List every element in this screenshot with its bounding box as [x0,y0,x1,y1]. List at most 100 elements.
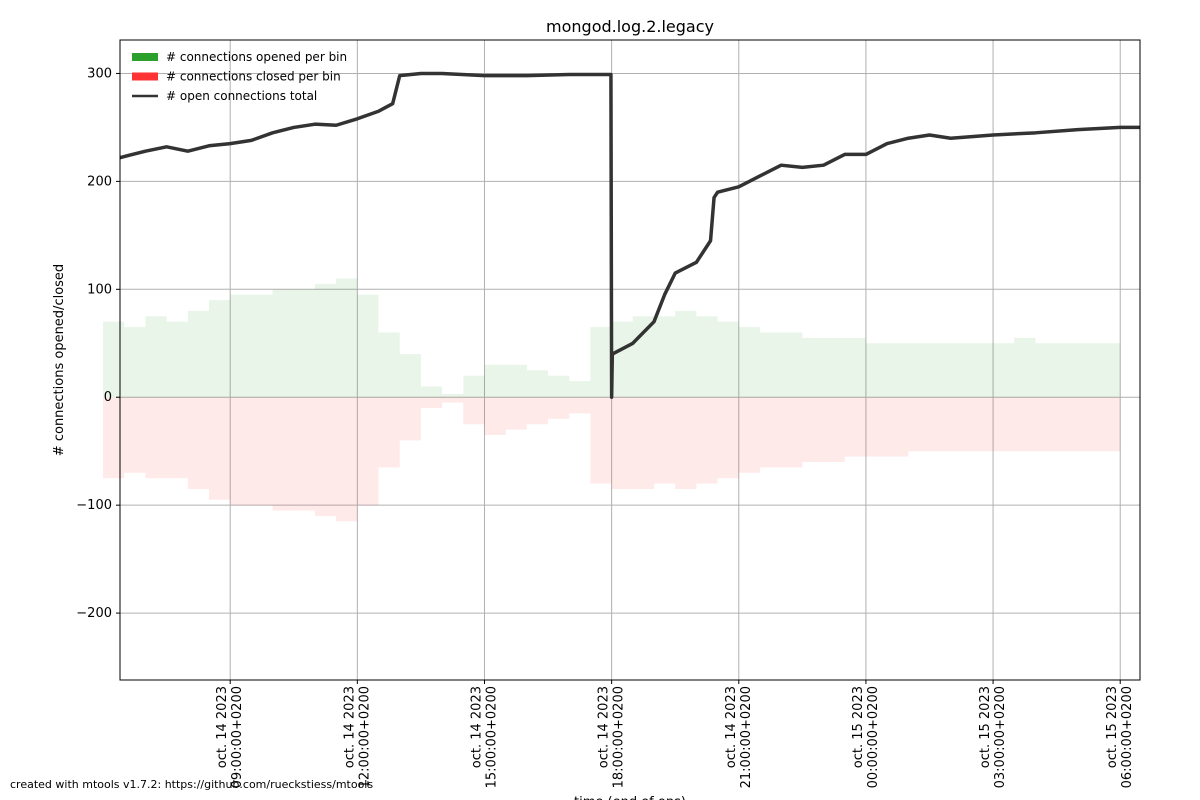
y-tick-label: −200 [76,606,112,621]
bar [1099,343,1121,398]
bar [378,332,400,398]
bar [505,364,527,398]
bar [632,397,655,489]
bar [887,343,909,398]
bar [484,364,506,398]
bar [654,397,676,484]
bar [124,327,146,398]
bar [654,316,676,398]
y-tick-label: 300 [87,66,112,81]
bar [209,397,231,500]
bar [187,397,210,489]
bar [569,397,591,414]
bar [442,393,464,398]
bar [696,316,718,398]
x-axis-label: time (end of ops) [574,795,686,800]
bar [1077,343,1100,398]
bar [1014,397,1036,452]
bar [993,343,1015,398]
bar [865,343,888,398]
bar [124,397,146,473]
bar [420,386,443,398]
bar [675,310,697,398]
bars [103,278,1121,522]
bar [929,397,951,452]
bar [272,289,294,398]
bar [336,397,358,522]
legend-swatch [132,53,158,61]
bar [950,397,972,452]
bar [145,397,167,479]
footer: created with mtools v1.7.2: https://gith… [10,778,373,791]
x-tick-label: oct. 15 202300:00:00+0200 [851,686,881,788]
legend-label: # connections opened per bin [166,50,347,64]
plot-frame [119,39,1141,681]
bar [844,337,866,398]
bar [971,343,994,398]
bar [569,381,591,398]
bar [1056,397,1078,452]
bar [1035,343,1057,398]
bar [378,397,400,468]
bar [272,397,294,511]
bar [632,316,655,398]
bar [908,397,930,452]
bar [929,343,951,398]
bar [759,397,782,468]
y-axis-label: # connections opened/closed [52,264,67,456]
bar [314,397,337,516]
legend: # connections opened per bin # connection… [132,50,347,103]
bar [463,375,485,398]
bar [230,294,252,398]
bar [166,397,188,479]
legend-label: # open connections total [166,89,317,103]
bar [865,397,888,457]
bar [993,397,1015,452]
bar [717,321,739,398]
chart-title: mongod.log.2.legacy [546,17,714,36]
bar [590,327,612,398]
x-tick-label: oct. 14 202312:00:00+0200 [342,686,372,788]
bar [738,397,760,473]
bar [209,300,231,398]
bar [399,354,421,398]
bar [590,397,612,484]
bar [357,294,379,398]
x-tick-label: oct. 14 202321:00:00+0200 [724,686,754,788]
bar [548,397,570,419]
bar [738,327,760,398]
bar [823,397,845,462]
bar [293,289,315,398]
bar [103,321,125,398]
bar [696,397,718,484]
bar [187,310,210,398]
bar [844,397,866,457]
x-tick-label: oct. 14 202315:00:00+0200 [469,686,499,788]
y-tick-label: 0 [104,390,112,405]
bar [802,337,824,398]
bar [230,397,252,506]
bar [950,343,972,398]
y-tick-label: 100 [87,282,112,297]
bar [399,397,421,441]
x-tick-label: oct. 15 202303:00:00+0200 [978,686,1008,788]
bar [908,343,930,398]
bar [526,397,549,425]
line [119,71,1140,399]
bar [314,283,337,398]
bar [251,397,273,506]
legend-swatch [132,72,158,81]
bar [1056,343,1078,398]
bar [802,397,824,462]
axes: −200 −100 0 100 200 300 oct. 14 202309:00:00+0… [76,39,1141,788]
bar [442,397,464,403]
bar [357,397,379,506]
grid [120,40,1140,680]
bar [781,332,803,398]
bar [823,337,845,398]
bar [1014,337,1036,398]
bar [145,316,167,398]
bar [336,278,358,398]
bar [103,397,125,479]
